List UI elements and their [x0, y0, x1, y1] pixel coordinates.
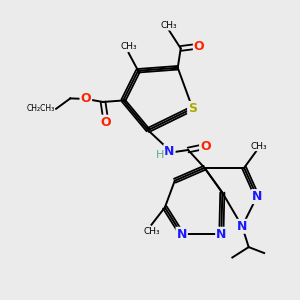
Text: CH₃: CH₃ — [143, 227, 160, 236]
Text: CH₃: CH₃ — [120, 43, 137, 52]
Text: N: N — [237, 220, 247, 233]
Text: N: N — [216, 228, 226, 241]
Text: N: N — [176, 228, 187, 241]
Text: H: H — [156, 150, 165, 160]
Text: O: O — [101, 116, 111, 129]
Text: N: N — [252, 190, 262, 203]
Text: O: O — [194, 40, 205, 52]
Text: CH₃: CH₃ — [251, 142, 267, 151]
Text: O: O — [80, 92, 91, 106]
Text: CH₃: CH₃ — [160, 21, 177, 30]
Text: N: N — [164, 145, 175, 158]
Text: CH₂CH₃: CH₂CH₃ — [26, 104, 55, 113]
Text: O: O — [200, 140, 211, 153]
Text: S: S — [188, 102, 197, 115]
